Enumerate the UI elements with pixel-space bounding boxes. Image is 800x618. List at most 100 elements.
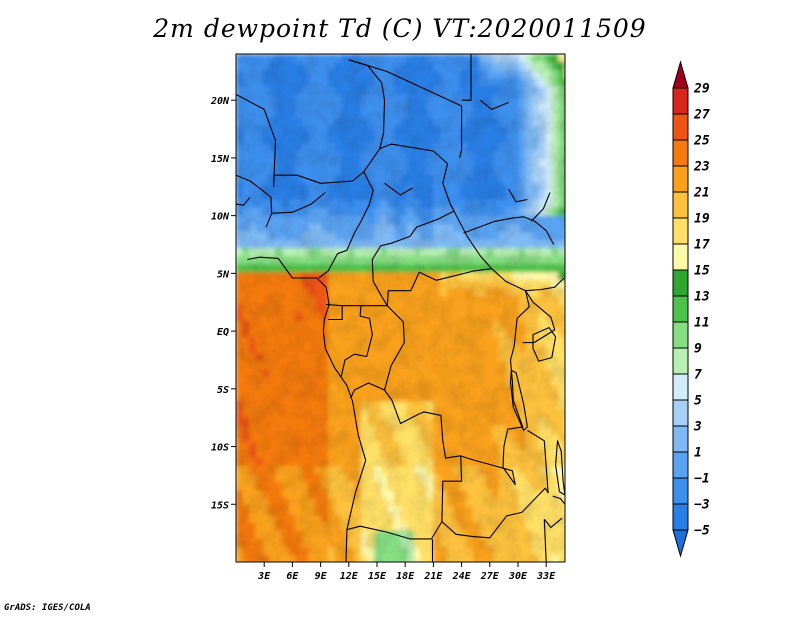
field-cell [565, 426, 572, 435]
x-tick-label: 3E [257, 571, 271, 582]
colorbar-label: 13 [694, 290, 710, 305]
field-cell [565, 191, 572, 200]
colorbar-swatch [672, 87, 689, 115]
field-cell [565, 288, 572, 297]
field-cell [565, 305, 572, 314]
field-cell [565, 297, 572, 306]
field-cell [565, 159, 572, 168]
colorbar-swatch [672, 399, 689, 427]
field-cell [565, 345, 572, 354]
field-cell [565, 62, 572, 71]
colorbar-label: 27 [693, 108, 710, 123]
field-cell [565, 119, 572, 128]
field-cell [565, 151, 572, 160]
country-border [461, 54, 472, 101]
colorbar-label: 15 [694, 264, 710, 279]
country-border [271, 192, 326, 214]
field-cell [565, 183, 572, 192]
field-cell [565, 547, 572, 556]
field-cell [565, 272, 572, 281]
country-borders [236, 54, 565, 562]
field-cell [565, 434, 572, 443]
country-border [508, 188, 528, 203]
y-tick-label: 5S [217, 385, 229, 396]
field-cell [565, 232, 572, 241]
y-tick-label: 20N [210, 96, 230, 107]
field-cell [565, 216, 572, 225]
field-cell [565, 474, 572, 483]
country-border [236, 174, 273, 228]
field-cell [565, 329, 572, 338]
field-cell [565, 555, 572, 564]
country-border [472, 429, 549, 539]
colorbar-swatch [672, 373, 689, 401]
x-tick-label: 30E [508, 571, 528, 582]
colorbar-top-arrow [672, 60, 689, 89]
field-cell [565, 103, 572, 112]
field-cell [565, 208, 572, 217]
field-cell [565, 256, 572, 265]
field-cell [565, 224, 572, 233]
field-cell [565, 458, 572, 467]
country-border [350, 143, 530, 486]
colorbar-swatch [672, 139, 689, 167]
colorbar-swatch [672, 503, 689, 531]
field-cell [565, 175, 572, 184]
field-cell [565, 410, 572, 419]
field-cell [565, 523, 572, 532]
field-cell [565, 167, 572, 176]
colorbar-label: 1 [694, 446, 702, 461]
field-cell [565, 393, 572, 402]
colorbar-swatch [672, 295, 689, 323]
country-border [543, 519, 547, 562]
chart-title: 2m dewpoint Td (C) VT:2020011509 [153, 14, 647, 43]
field-cell [565, 377, 572, 386]
field-cell [565, 54, 572, 63]
x-tick-label: 18E [396, 571, 415, 582]
field-cell [565, 531, 572, 540]
colorbar-swatch [672, 269, 689, 297]
x-tick-label: 27E [480, 571, 500, 582]
field-cell [565, 337, 572, 346]
colorbar-label: −5 [694, 524, 710, 539]
country-border [543, 517, 563, 528]
y-tick-label: 10N [211, 212, 230, 223]
country-border [348, 59, 463, 159]
x-tick-label: 12E [340, 571, 359, 582]
field-cell [565, 240, 572, 249]
country-border [522, 290, 556, 344]
country-border [383, 305, 405, 391]
y-tick-label: 15N [211, 154, 230, 165]
field-cell [565, 78, 572, 87]
field-cell [565, 200, 572, 209]
field-cell [565, 94, 572, 103]
colorbar-swatch [672, 217, 689, 245]
country-border [480, 99, 509, 110]
y-tick-label: 5N [217, 269, 230, 280]
x-tick-label: 33E [536, 571, 556, 582]
field-cell [565, 127, 572, 136]
field-cell [565, 466, 572, 475]
x-tick-label: 24E [452, 571, 472, 582]
colorbar-label: 21 [693, 186, 710, 201]
field-cell [565, 111, 572, 120]
country-border [346, 521, 443, 540]
field-cell [565, 369, 572, 378]
colorbar-swatch [672, 347, 689, 375]
field-cell [565, 264, 572, 273]
field-cell [565, 143, 572, 152]
country-border [236, 93, 277, 187]
country-border [340, 305, 373, 377]
colorbar-label: 9 [694, 342, 702, 357]
dewpoint-field [236, 54, 572, 564]
field-cell [565, 385, 572, 394]
country-border [384, 182, 413, 196]
x-tick-label: 15E [368, 571, 387, 582]
country-border [441, 455, 473, 538]
colorbar-swatch [672, 165, 689, 193]
field-cell [565, 418, 572, 427]
lake-outline [555, 440, 565, 496]
colorbar-label: 5 [694, 394, 702, 409]
country-border [463, 216, 555, 245]
field-cell [565, 442, 572, 451]
